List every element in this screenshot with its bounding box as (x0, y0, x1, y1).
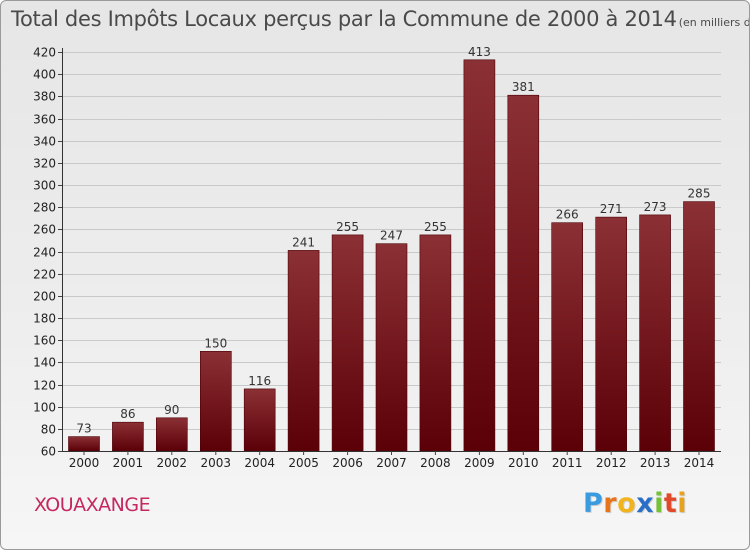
proxiti-logo[interactable]: Proxiti (583, 488, 687, 519)
value-label-2011: 266 (556, 208, 579, 222)
y-tick-label-80: 80 (41, 423, 56, 437)
y-tick-label-420: 420 (33, 46, 56, 60)
y-tick-label-300: 300 (33, 179, 56, 193)
x-tick-label-2000: 2000 (69, 456, 100, 470)
bar-2001 (112, 421, 144, 452)
bar-2000 (68, 436, 100, 452)
y-tick-label-100: 100 (33, 401, 56, 415)
y-tick-label-180: 180 (33, 312, 56, 326)
bar-2006 (331, 234, 364, 452)
value-label-2010: 381 (512, 80, 535, 94)
bar-2009 (463, 59, 496, 452)
unit-label: (en milliers d'€) (678, 16, 749, 29)
x-tick-label-2011: 2011 (552, 456, 583, 470)
chart-title: Total des Impôts Locaux perçus par la Co… (11, 7, 677, 31)
x-tick-label-2013: 2013 (640, 456, 671, 470)
y-tick-label-120: 120 (33, 379, 56, 393)
x-tick-label-2001: 2001 (113, 456, 144, 470)
value-label-2006: 255 (336, 220, 359, 234)
logo-letter: r (603, 488, 618, 519)
value-label-2004: 116 (248, 374, 271, 388)
bar-2013 (639, 214, 671, 452)
value-label-2012: 271 (600, 202, 623, 216)
x-tick-label-2007: 2007 (376, 456, 407, 470)
bar-2004 (243, 388, 276, 452)
bar-2014 (683, 201, 715, 452)
x-tick-label-2005: 2005 (288, 456, 319, 470)
x-tick-label-2006: 2006 (332, 456, 363, 470)
value-label-2005: 241 (292, 235, 315, 249)
logo-letter: o (617, 488, 637, 519)
x-tick-label-2010: 2010 (508, 456, 539, 470)
value-label-2002: 90 (164, 403, 179, 417)
y-tick-label-340: 340 (33, 135, 56, 149)
value-label-2003: 150 (204, 336, 227, 350)
x-tick-label-2009: 2009 (464, 456, 495, 470)
x-tick-label-2012: 2012 (596, 456, 627, 470)
bar-2012 (595, 216, 628, 452)
value-label-2001: 86 (120, 407, 135, 421)
x-tick-label-2014: 2014 (684, 456, 715, 470)
bar-2008 (419, 234, 452, 452)
y-tick-label-200: 200 (33, 290, 56, 304)
x-tick-label-2004: 2004 (244, 456, 275, 470)
y-tick-label-360: 360 (33, 113, 56, 127)
title-line: Total des Impôts Locaux perçus par la Co… (11, 7, 749, 31)
y-tick-label-60: 60 (41, 445, 56, 459)
value-label-2013: 273 (644, 200, 667, 214)
value-label-2008: 255 (424, 220, 447, 234)
logo-letter: P (583, 488, 604, 519)
value-labels: 73 86 90 150 116 241 255 247 255 413 381 266 271 273 2… (76, 45, 710, 436)
y-tick-label-240: 240 (33, 246, 56, 260)
bar-2011 (551, 222, 584, 452)
value-label-2014: 285 (688, 187, 711, 201)
bar-2005 (287, 250, 320, 452)
x-tick-label-2002: 2002 (157, 456, 188, 470)
y-tick-label-220: 220 (33, 268, 56, 282)
bar-2003 (200, 350, 232, 452)
bar-2002 (156, 417, 188, 452)
y-tick-label-260: 260 (33, 223, 56, 237)
y-tick-label-400: 400 (33, 68, 56, 82)
value-label-2007: 247 (380, 229, 403, 243)
y-tick-label-160: 160 (33, 334, 56, 348)
bars (68, 59, 715, 452)
x-tick-label-2008: 2008 (420, 456, 451, 470)
value-label-2000: 73 (76, 422, 91, 436)
y-tick-label-320: 320 (33, 157, 56, 171)
x-tick-labels: 2000 2001 2002 2003 2004 2005 2006 2007 2008 2009… (69, 451, 715, 470)
bar-2010 (507, 94, 540, 452)
y-tick-label-280: 280 (33, 201, 56, 215)
value-label-2009: 413 (468, 45, 491, 59)
x-tick-label-2003: 2003 (201, 456, 232, 470)
y-tick-labels: 60 80 100 120 140 160 180 200 220 240 260 280 300 320… (33, 46, 56, 459)
y-tick-label-380: 380 (33, 90, 56, 104)
logo-letter: i (654, 488, 664, 519)
logo-letter: t (663, 488, 678, 519)
logo-letter: i (677, 488, 688, 519)
logo-letter: x (636, 488, 655, 519)
commune-name: XOUAXANGE (34, 494, 151, 516)
y-tick-label-140: 140 (33, 356, 56, 370)
bar-2007 (375, 243, 408, 452)
